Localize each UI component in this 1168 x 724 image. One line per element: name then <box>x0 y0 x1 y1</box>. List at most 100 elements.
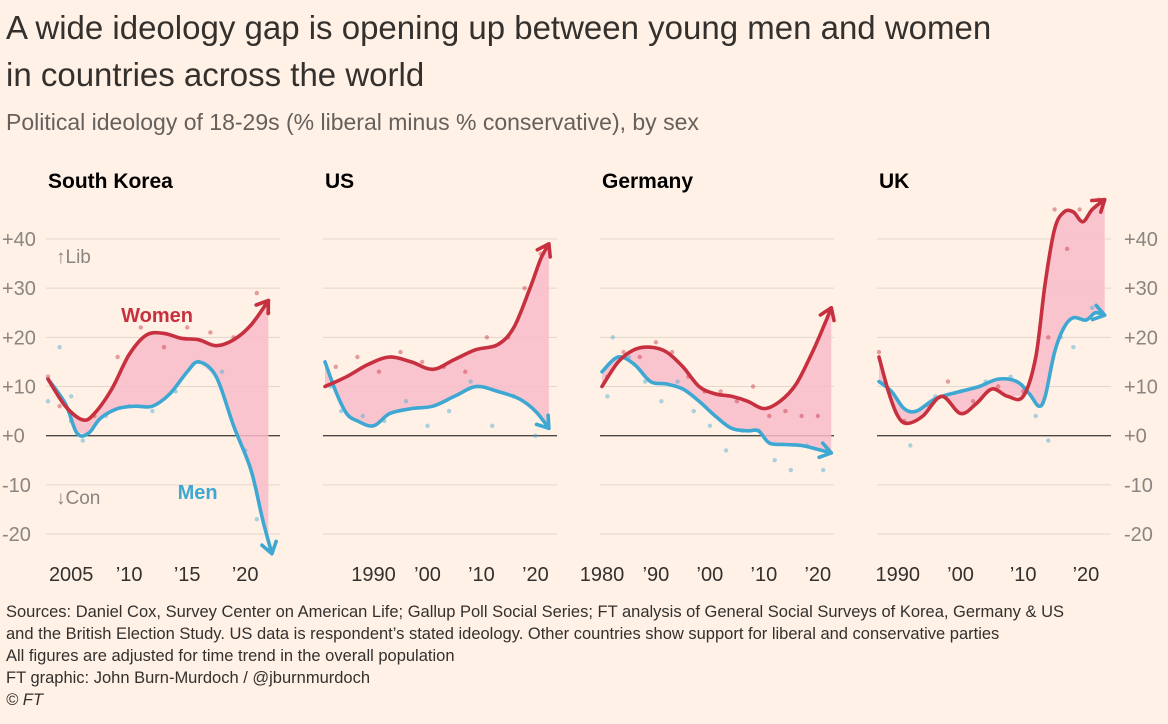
x-tick-label: 1990 <box>351 564 396 586</box>
panel-south-korea: South Korea -20 -10 +0 +10 +20 +30 +40 ↑Lib ↓Con 2… <box>2 170 280 586</box>
y-tick-label: +0 <box>1124 426 1147 448</box>
x-tick-label: ’90 <box>643 564 670 586</box>
conservative-axis-note: ↓Con <box>56 488 100 509</box>
gap-area <box>879 199 1105 424</box>
women-series-label: Women <box>121 305 193 327</box>
women-data-point <box>185 325 190 330</box>
men-trend-arrow <box>1090 303 1107 322</box>
women-data-point <box>970 399 976 404</box>
men-trend-arrow <box>534 413 551 431</box>
women-data-point <box>1052 207 1057 212</box>
x-tick-label: ’20 <box>522 564 549 586</box>
women-data-point <box>484 335 490 340</box>
source-line-1: Sources: Daniel Cox, Survey Center on Am… <box>6 603 1064 621</box>
women-data-point <box>522 285 527 291</box>
men-series-label: Men <box>178 482 218 504</box>
women-data-point <box>333 364 338 370</box>
y-tick-label: -10 <box>1124 475 1153 497</box>
source-line-3: All figures are adjusted for time trend … <box>6 647 455 665</box>
x-tick-label: ’20 <box>232 564 259 586</box>
men-data-point <box>468 379 473 384</box>
men-trend-line <box>46 360 274 556</box>
y-tick-label: +40 <box>2 229 36 251</box>
women-data-point <box>734 399 740 404</box>
y-tick-label: +10 <box>2 377 36 399</box>
source-line-2: and the British Election Study. US data … <box>6 625 1000 643</box>
men-data-point <box>707 423 713 429</box>
panel-title: Germany <box>602 170 693 193</box>
women-data-point <box>637 354 642 360</box>
men-data-point <box>1046 438 1051 443</box>
panel-title: South Korea <box>48 170 173 193</box>
women-data-point <box>115 354 120 360</box>
chart-title-line-1: A wide ideology gap is opening up betwee… <box>6 9 992 46</box>
credit-line: FT graphic: John Burn-Murdoch / @jburnmu… <box>6 669 371 687</box>
y-tick-label: +10 <box>1124 377 1158 399</box>
chart-subtitle: Political ideology of 18-29s (% liberal … <box>6 109 699 135</box>
women-data-point <box>995 384 1001 389</box>
x-tick-label: ’10 <box>468 564 495 586</box>
women-data-point <box>876 349 882 355</box>
women-data-point <box>161 344 167 350</box>
source-notes: Sources: Daniel Cox, Survey Center on Am… <box>6 601 1166 711</box>
men-trend-line <box>877 310 1107 414</box>
x-tick-label: 1990 <box>876 564 921 586</box>
women-trend-line <box>877 197 1107 426</box>
x-tick-label: ’15 <box>174 564 201 586</box>
men-data-point <box>254 517 259 522</box>
men-data-point <box>1089 305 1095 311</box>
women-trend-arrow <box>818 306 836 323</box>
small-multiples-chart: South Korea -20 -10 +0 +10 +20 +30 +40 ↑Lib ↓Con 2… <box>2 170 1158 586</box>
x-tick-label: ’10 <box>116 564 143 586</box>
women-data-point <box>376 369 382 374</box>
women-data-point <box>718 389 723 394</box>
women-trend-line <box>600 306 834 411</box>
x-tick-label: ’00 <box>947 564 974 586</box>
women-data-point <box>621 349 626 355</box>
y-tick-label: -20 <box>1124 524 1153 546</box>
men-data-point <box>675 379 680 384</box>
y-tick-label: +20 <box>2 327 36 349</box>
women-data-point <box>355 354 360 360</box>
gap-area <box>48 300 269 541</box>
men-data-point <box>338 408 344 414</box>
men-data-point <box>360 413 365 419</box>
x-tick-label: ’00 <box>414 564 441 586</box>
panel-title: US <box>325 170 354 193</box>
y-tick-label: +40 <box>1124 229 1158 251</box>
women-data-point <box>419 359 425 365</box>
men-data-point <box>788 467 794 473</box>
men-data-point <box>57 344 62 350</box>
x-tick-label: ’20 <box>804 564 831 586</box>
women-data-point <box>783 408 788 414</box>
women-data-point <box>1077 207 1082 212</box>
women-trend-line <box>46 298 271 423</box>
panel-germany: Germany 1980 ’90 ’00 ’10 ’20 <box>580 170 836 586</box>
y-tick-label: +0 <box>2 426 25 448</box>
y-tick-label: -10 <box>2 475 31 497</box>
women-data-point <box>767 413 772 419</box>
women-trend-line <box>323 242 551 389</box>
men-data-point <box>45 399 51 404</box>
men-trend-arrow <box>260 539 278 556</box>
x-tick-label: 2005 <box>49 564 94 586</box>
women-data-point <box>815 413 821 419</box>
men-data-point <box>821 467 826 473</box>
women-trend-arrow <box>535 242 552 259</box>
men-trend-arrow <box>817 441 834 460</box>
women-data-point <box>653 340 659 345</box>
women-data-point <box>945 379 951 384</box>
men-data-point <box>446 408 452 414</box>
men-data-point <box>723 448 729 453</box>
panel-title: UK <box>879 170 909 193</box>
men-data-point <box>772 458 777 463</box>
gap-area <box>602 307 832 453</box>
men-data-point <box>150 408 155 414</box>
women-data-point <box>463 369 468 374</box>
liberal-axis-note: ↑Lib <box>56 247 91 268</box>
panel-us: US 1990 ’00 ’10 ’20 <box>323 170 557 586</box>
men-trend-line <box>600 355 834 455</box>
women-data-point <box>1046 335 1051 340</box>
men-data-point <box>605 394 610 399</box>
gap-area <box>325 243 549 429</box>
